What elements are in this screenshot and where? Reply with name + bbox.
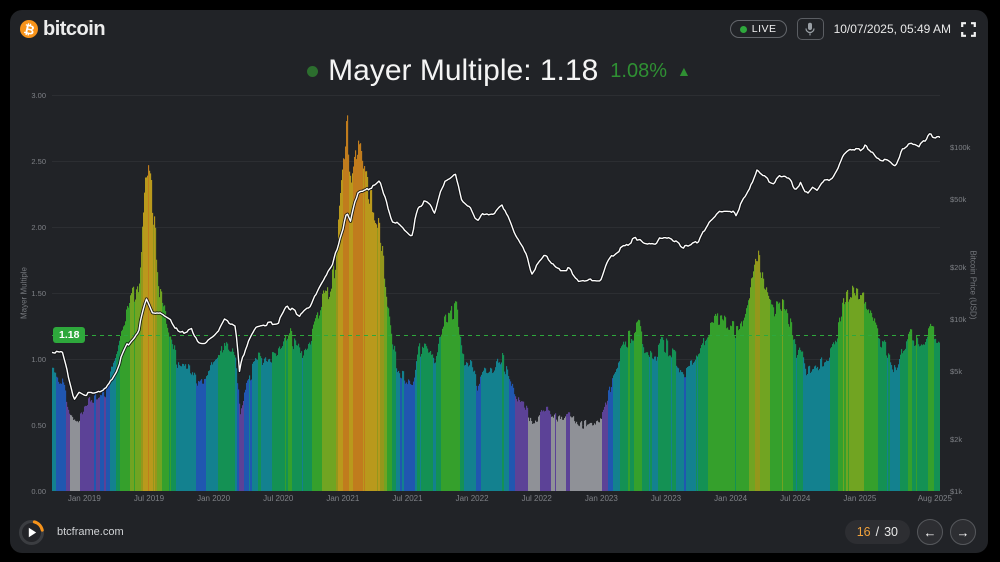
y-axis-tick-right: $5k: [950, 366, 963, 376]
y-axis-tick-left: 0.00: [31, 487, 46, 496]
chart-area: Mayer Multiple Bitcoin Price (USD) 1.18 …: [10, 10, 988, 553]
y-axis-tick-right: $50k: [950, 194, 967, 204]
arrow-left-icon: ←: [923, 524, 937, 540]
y-axis-tick-right: $20k: [950, 263, 967, 273]
live-badge[interactable]: LIVE: [729, 20, 787, 38]
y-axis-tick-left: 1.50: [31, 289, 46, 298]
page-current: 16: [856, 525, 871, 539]
x-axis-tick: Jan 2021: [326, 494, 360, 503]
y-axis-tick-left: 2.00: [31, 223, 46, 232]
bitcoin-logo: ₿ bitcoin: [20, 17, 106, 41]
x-axis-tick: Jul 2019: [133, 494, 165, 503]
footer-left: btcframe.com: [18, 519, 124, 546]
x-axis-tick: Jan 2022: [455, 494, 489, 503]
change-percent: 1.08%: [610, 59, 667, 82]
x-axis-tick: Jul 2020: [263, 494, 294, 503]
next-button[interactable]: →: [950, 519, 976, 545]
play-button[interactable]: [18, 519, 45, 546]
prev-button[interactable]: ←: [917, 519, 943, 545]
footer-right: 16 / 30 ← →: [844, 519, 976, 545]
header-bar: ₿ bitcoin LIVE 10/07/2025, 05:49 AM: [20, 18, 976, 40]
y-axis-tick-right: $100k: [950, 142, 971, 152]
chart-title-row: Mayer Multiple: 1.18 1.08% ▲: [10, 54, 988, 88]
x-axis-tick: Jan 2019: [67, 494, 101, 503]
x-axis-tick: Jan 2025: [843, 494, 877, 503]
x-axis-tick: Jan 2024: [714, 494, 748, 503]
page-separator: /: [875, 525, 880, 539]
y-axis-tick-left: 1.00: [31, 355, 46, 364]
x-axis-tick: Jul 2023: [650, 494, 682, 503]
progress-arc-icon: [19, 519, 44, 545]
y-axis-tick-left: 0.50: [31, 421, 46, 430]
right-axis-title: Bitcoin Price (USD): [968, 250, 978, 320]
play-icon: [28, 527, 37, 537]
mic-icon: [805, 22, 815, 36]
site-label: btcframe.com: [57, 526, 124, 538]
y-axis-tick-left: 3.00: [31, 91, 46, 100]
header-controls: LIVE 10/07/2025, 05:49 AM: [729, 18, 976, 40]
threshold-badge: 1.18: [53, 327, 86, 344]
chart-canvas[interactable]: [52, 95, 940, 491]
live-indicator-icon: [739, 25, 747, 33]
logo-text: bitcoin: [43, 17, 106, 40]
app-frame: ₿ bitcoin LIVE 10/07/2025, 05:49 AM: [10, 10, 988, 553]
x-axis-tick: Jul 2024: [780, 494, 811, 503]
mic-button[interactable]: [796, 18, 824, 40]
bitcoin-logo-icon: ₿: [20, 20, 38, 38]
page-title: Mayer Multiple: 1.18: [328, 54, 599, 87]
datetime-label: 10/07/2025, 05:49 AM: [833, 22, 951, 36]
x-axis-tick: Jan 2023: [584, 494, 618, 503]
x-axis-tick: Aug 2025: [917, 494, 952, 503]
y-axis-tick-right: $10k: [950, 314, 967, 324]
y-axis-tick-left: 2.50: [31, 157, 46, 166]
arrow-right-icon: →: [956, 524, 970, 540]
status-dot-icon: [307, 65, 319, 77]
fullscreen-button[interactable]: [961, 21, 976, 37]
live-label: LIVE: [751, 23, 777, 35]
page-indicator: 16 / 30: [844, 520, 910, 544]
page-total: 30: [884, 525, 898, 539]
y-axis-tick-right: $2k: [950, 435, 963, 445]
x-axis-tick: Jul 2022: [521, 494, 552, 503]
footer-bar: btcframe.com 16 / 30 ← →: [18, 517, 976, 547]
up-triangle-icon: ▲: [676, 63, 691, 79]
y-axis-tick-right: $1k: [950, 487, 963, 496]
x-axis-tick: Jan 2020: [197, 494, 231, 503]
fullscreen-icon: [961, 21, 976, 37]
x-axis-tick: Jul 2021: [392, 494, 423, 503]
